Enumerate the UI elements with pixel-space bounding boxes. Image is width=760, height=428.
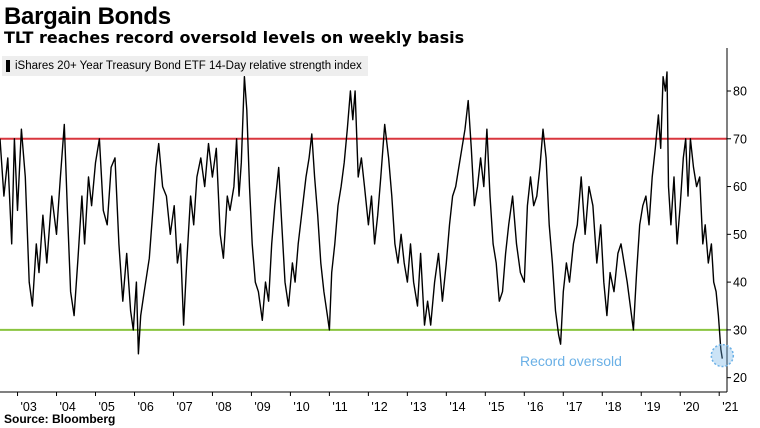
x-tick-label: '17 <box>566 400 582 414</box>
series-group <box>0 71 723 359</box>
y-tick-label: 30 <box>733 323 747 337</box>
y-tick-label: 80 <box>733 85 747 99</box>
x-tick-label: '19 <box>644 400 660 414</box>
oversold-highlight-circle <box>710 343 735 368</box>
y-tick-label: 60 <box>733 180 747 194</box>
x-tick-label: '04 <box>60 400 76 414</box>
legend-swatch <box>6 60 10 72</box>
x-tick-label: '11 <box>332 400 347 414</box>
reference-lines <box>0 137 727 331</box>
legend: iShares 20+ Year Treasury Bond ETF 14-Da… <box>2 56 368 76</box>
x-tick-label: '21 <box>722 400 738 414</box>
axes <box>0 48 731 396</box>
x-tick-label: '03 <box>21 400 37 414</box>
x-tick-label: '18 <box>605 400 621 414</box>
tick-labels: 20 30 40 50 60 70 80 '03 '04 '05 '06 '07 '08 '09 '10 '1… <box>21 85 747 415</box>
y-tick-label: 70 <box>733 132 747 146</box>
y-tick-label: 50 <box>733 228 747 242</box>
x-tick-label: '07 <box>176 400 192 414</box>
x-tick-label: '16 <box>527 400 543 414</box>
annotation-label: Record oversold <box>520 353 622 369</box>
x-tick-label: '20 <box>683 400 699 414</box>
source-note: Source: Bloomberg <box>4 412 116 426</box>
y-tick-label: 20 <box>733 371 747 385</box>
x-tick-label: '14 <box>449 400 465 414</box>
x-tick-label: '06 <box>137 400 153 414</box>
annotation-group: Record oversold <box>520 343 735 369</box>
legend-label: iShares 20+ Year Treasury Bond ETF 14-Da… <box>15 60 362 72</box>
y-tick-label: 40 <box>733 276 747 290</box>
chart-title: Bargain Bonds <box>4 3 171 30</box>
x-tick-label: '09 <box>254 400 270 414</box>
series-line-rsi <box>0 71 723 359</box>
x-tick-label: '05 <box>99 400 115 414</box>
x-tick-label: '13 <box>410 400 426 414</box>
chart-subtitle: TLT reaches record oversold levels on we… <box>4 28 465 47</box>
x-tick-label: '15 <box>488 400 504 414</box>
x-tick-label: '10 <box>293 400 309 414</box>
x-tick-label: '08 <box>215 400 231 414</box>
x-tick-label: '12 <box>371 400 387 414</box>
